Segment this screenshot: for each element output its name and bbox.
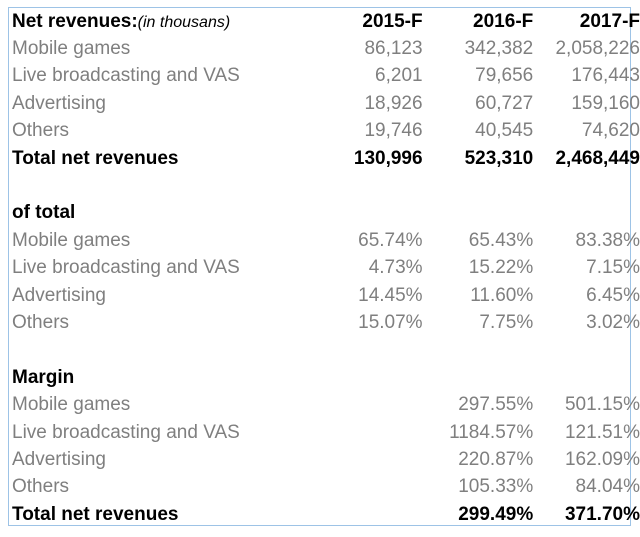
cell-value: 220.87% (458, 448, 534, 470)
table-row: Advertising 14.45% 11.60% 6.45% (12, 282, 640, 309)
row-label: Advertising (12, 448, 106, 470)
spacer-row (12, 337, 640, 364)
section-title: Margin (12, 366, 75, 388)
spacer-row (12, 172, 640, 199)
row-label: Advertising (12, 92, 106, 114)
cell-value: 2,468,449 (555, 147, 640, 169)
cell-value: 7.75% (479, 311, 534, 333)
table-row: Mobile games 65.74% 65.43% 83.38% (12, 227, 640, 254)
cell-value: 11.60% (470, 284, 534, 306)
cell-value: 7.15% (586, 257, 640, 279)
cell-value: 121.51% (564, 421, 640, 443)
cell-value (315, 474, 423, 501)
section-header-row: Margin (12, 364, 640, 391)
table-row: Others 19,746 40,545 74,620 (12, 118, 640, 145)
cell-value: 79,656 (475, 65, 534, 87)
cell-value: 18,926 (364, 92, 423, 114)
total-row: Total net revenues 130,996 523,310 2,468… (12, 145, 640, 172)
cell-value (315, 501, 423, 528)
cell-value (315, 391, 423, 418)
cell-value (315, 446, 423, 473)
cell-value: 65.74% (358, 229, 423, 251)
cell-value: 83.38% (575, 229, 640, 251)
cell-value: 86,123 (364, 38, 423, 60)
section-header-row: of total (12, 200, 640, 227)
row-label: Others (12, 311, 70, 333)
table-row: Advertising 18,926 60,727 159,160 (12, 90, 640, 117)
cell-value: 84.04% (575, 476, 640, 498)
cell-value: 176,443 (571, 65, 640, 87)
cell-value: 40,545 (475, 120, 534, 142)
table-row: Others 105.33% 84.04% (12, 474, 640, 501)
year-header: 2015-F (362, 10, 423, 32)
row-label: Mobile games (12, 38, 131, 60)
row-label: Advertising (12, 284, 106, 306)
cell-value: 105.33% (458, 476, 534, 498)
row-label: Total net revenues (12, 147, 179, 169)
cell-value: 299.49% (458, 503, 534, 525)
cell-value: 15.22% (468, 257, 534, 279)
year-header: 2016-F (473, 10, 534, 32)
table-row: Live broadcasting and VAS 4.73% 15.22% 7… (12, 255, 640, 282)
year-header: 2017-F (579, 10, 640, 32)
cell-value: 1184.57% (449, 421, 534, 443)
row-label: Others (12, 120, 70, 142)
cell-value: 4.73% (368, 257, 423, 279)
row-label: Others (12, 476, 70, 498)
cell-value: 501.15% (564, 394, 640, 416)
total-row: Total net revenues 299.49% 371.70% (12, 501, 640, 528)
table-title-cell: Net revenues:(in thousans) (12, 8, 315, 35)
table-row: Mobile games 297.55% 501.15% (12, 391, 640, 418)
cell-value: 65.43% (468, 229, 534, 251)
table-row: Live broadcasting and VAS 6,201 79,656 1… (12, 63, 640, 90)
cell-value: 6.45% (586, 284, 640, 306)
row-label: Mobile games (12, 394, 131, 416)
row-label: Live broadcasting and VAS (12, 65, 240, 87)
cell-value: 297.55% (458, 394, 534, 416)
row-label: Live broadcasting and VAS (12, 421, 240, 443)
table-row: Mobile games 86,123 342,382 2,058,226 (12, 35, 640, 62)
table-row: Advertising 220.87% 162.09% (12, 446, 640, 473)
revenue-table: Net revenues:(in thousans) 2015-F 2016-F… (12, 8, 640, 528)
cell-value: 162.09% (564, 448, 640, 470)
cell-value: 19,746 (364, 120, 423, 142)
cell-value: 14.45% (358, 284, 423, 306)
row-label: Live broadcasting and VAS (12, 257, 240, 279)
header-row: Net revenues:(in thousans) 2015-F 2016-F… (12, 8, 640, 35)
cell-value: 159,160 (571, 92, 640, 114)
cell-value: 523,310 (464, 147, 534, 169)
cell-value: 342,382 (464, 38, 534, 60)
row-label: Mobile games (12, 229, 131, 251)
cell-value: 60,727 (475, 92, 534, 114)
table-title: Net revenues: (12, 10, 138, 32)
cell-value: 371.70% (564, 503, 640, 525)
cell-value: 2,058,226 (555, 38, 640, 60)
cell-value: 74,620 (581, 120, 640, 142)
table-frame (8, 7, 631, 526)
cell-value (315, 419, 423, 446)
row-label: Total net revenues (12, 503, 179, 525)
cell-value: 15.07% (358, 311, 423, 333)
table-row: Live broadcasting and VAS 1184.57% 121.5… (12, 419, 640, 446)
cell-value: 3.02% (586, 311, 640, 333)
table-subtitle: (in thousans) (137, 13, 231, 31)
table-row: Others 15.07% 7.75% 3.02% (12, 309, 640, 336)
section-title: of total (12, 202, 76, 224)
cell-value: 130,996 (353, 147, 423, 169)
cell-value: 6,201 (375, 65, 423, 87)
